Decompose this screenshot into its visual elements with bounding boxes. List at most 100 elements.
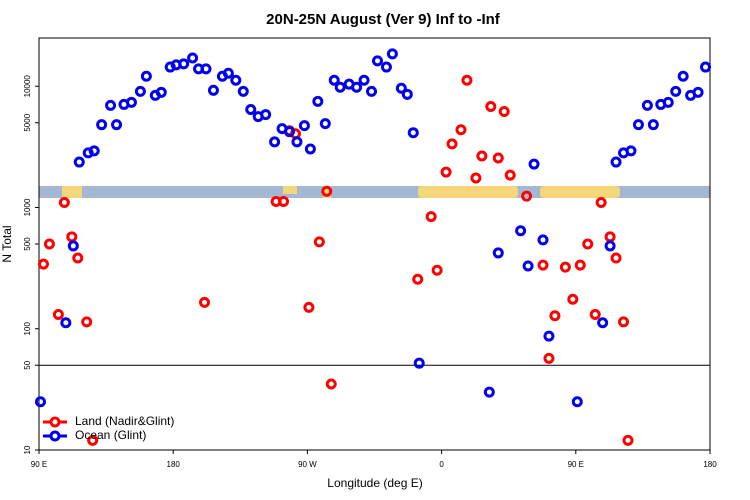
- point: [325, 378, 337, 390]
- point: [604, 231, 616, 243]
- point: [298, 120, 310, 132]
- point: [485, 100, 497, 112]
- point: [319, 118, 331, 130]
- plot-frame: [38, 37, 711, 451]
- point: [37, 258, 49, 270]
- point: [380, 61, 392, 73]
- point: [134, 85, 146, 97]
- point: [574, 259, 586, 271]
- point: [366, 85, 378, 97]
- point: [66, 231, 78, 243]
- point: [58, 196, 70, 208]
- point: [245, 104, 257, 116]
- point: [571, 396, 583, 408]
- point: [358, 74, 370, 86]
- point: [425, 211, 437, 223]
- point: [412, 273, 424, 285]
- point: [492, 247, 504, 259]
- point: [34, 396, 46, 408]
- point: [610, 156, 622, 168]
- point: [371, 55, 383, 67]
- point: [230, 74, 242, 86]
- x-axis-label: Longitude (deg E): [327, 476, 422, 490]
- point: [291, 136, 303, 148]
- y-tick-label: 10000: [23, 75, 32, 98]
- y-tick-label: 50: [23, 360, 32, 369]
- point: [559, 261, 571, 273]
- point: [304, 143, 316, 155]
- point: [677, 70, 689, 82]
- x-tick-label: 90 E: [568, 460, 584, 469]
- point: [582, 238, 594, 250]
- point: [515, 225, 527, 237]
- point: [395, 82, 407, 94]
- point: [610, 252, 622, 264]
- point: [67, 240, 79, 252]
- point: [470, 172, 482, 184]
- point: [431, 264, 443, 276]
- point: [521, 190, 533, 202]
- legend-label: Land (Nadir&Glint): [75, 414, 174, 428]
- point: [476, 150, 488, 162]
- point: [260, 109, 272, 121]
- y-tick-label: 10: [23, 445, 32, 454]
- point: [597, 317, 609, 329]
- point: [549, 310, 561, 322]
- point: [200, 63, 212, 75]
- y-tick-label: 5000: [23, 113, 32, 131]
- legend-marker: [49, 430, 61, 442]
- chart-title: 20N-25N August (Ver 9) Inf to -Inf: [266, 11, 501, 28]
- y-tick-label: 100: [23, 322, 32, 336]
- point: [632, 119, 644, 131]
- legend-label: Ocean (Glint): [75, 428, 146, 442]
- point: [641, 99, 653, 111]
- point: [543, 352, 555, 364]
- point: [700, 61, 712, 73]
- point: [52, 309, 64, 321]
- point: [88, 145, 100, 157]
- point: [60, 317, 72, 329]
- point: [498, 106, 510, 118]
- point: [96, 119, 108, 131]
- point: [440, 166, 452, 178]
- point: [321, 185, 333, 197]
- point: [72, 252, 84, 264]
- point: [278, 196, 290, 208]
- point: [647, 119, 659, 131]
- legend-marker: [49, 416, 61, 428]
- point: [81, 316, 93, 328]
- point: [87, 434, 99, 446]
- point: [125, 96, 137, 108]
- point: [187, 52, 199, 64]
- point: [351, 81, 363, 93]
- x-tick-label: 180: [703, 460, 717, 469]
- point: [105, 99, 117, 111]
- point: [401, 88, 413, 100]
- point: [522, 260, 534, 272]
- point: [73, 156, 85, 168]
- point: [492, 152, 504, 164]
- y-tick-label: 500: [23, 237, 32, 251]
- point: [625, 145, 637, 157]
- point: [543, 330, 555, 342]
- x-tick-label: 90 W: [298, 460, 317, 469]
- point: [222, 67, 234, 79]
- point: [386, 48, 398, 60]
- point: [483, 386, 495, 398]
- point: [692, 86, 704, 98]
- point: [111, 119, 123, 131]
- point: [155, 86, 167, 98]
- point: [284, 126, 296, 138]
- point: [303, 301, 315, 313]
- point: [207, 84, 219, 96]
- point: [43, 238, 55, 250]
- point: [622, 434, 634, 446]
- point: [455, 124, 467, 136]
- point: [589, 309, 601, 321]
- x-tick-label: 90 E: [31, 460, 47, 469]
- point: [199, 296, 211, 308]
- point: [413, 357, 425, 369]
- point: [595, 196, 607, 208]
- point: [407, 127, 419, 139]
